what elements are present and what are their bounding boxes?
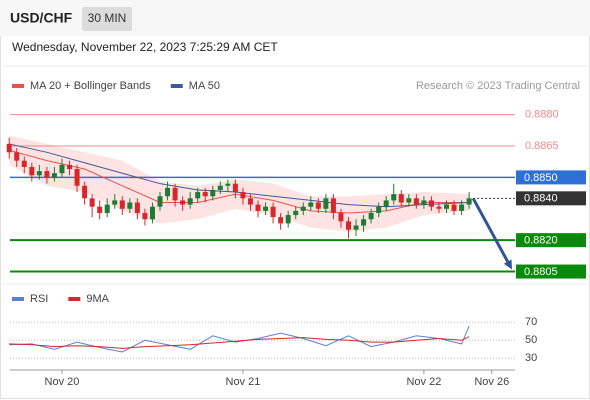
candle-body [232, 183, 238, 193]
candle-body [300, 206, 306, 211]
candle-body [112, 200, 118, 205]
candle-body [44, 171, 50, 178]
candle-body [459, 204, 465, 211]
level-label: 0.8850 [524, 172, 558, 184]
candle-body [376, 206, 382, 213]
candle-body [180, 200, 186, 205]
candle-body [255, 204, 261, 211]
y-tick-label: 50 [525, 334, 537, 346]
timestamp: Wednesday, November 22, 2023 7:25:29 AM … [12, 40, 278, 54]
candle-body [6, 143, 12, 153]
y-tick-label: 70 [525, 316, 537, 328]
candle-body [278, 217, 284, 224]
projection-arrow-head [503, 259, 512, 270]
level-label: 0.8840 [524, 193, 558, 205]
candle-body [67, 164, 73, 170]
candle-body [36, 171, 42, 176]
level-tag [516, 264, 586, 279]
candle-body [361, 219, 367, 226]
candle-body [21, 160, 27, 167]
y-tick-label: 30 [525, 352, 537, 364]
candle-body [149, 206, 155, 220]
candle-body [82, 185, 88, 199]
candle-body [466, 198, 472, 205]
candle-body [142, 212, 148, 220]
interval-button[interactable] [82, 7, 132, 31]
candle-body [187, 198, 193, 205]
candle-body [247, 198, 253, 205]
candle-body [119, 200, 125, 209]
candle-body [406, 198, 412, 203]
candle-body [195, 192, 201, 199]
candle-body [413, 198, 419, 205]
candle-body [59, 164, 65, 174]
candle-body [263, 206, 269, 211]
candle-body [391, 194, 397, 201]
x-tick-label: Nov 26 [474, 376, 509, 388]
legend-swatch [12, 84, 24, 88]
level-label: 0.8805 [524, 266, 558, 278]
level-label: 0.8820 [524, 235, 558, 247]
candle-body [398, 194, 404, 203]
x-tick-label: Nov 21 [226, 376, 261, 388]
candle-body [315, 202, 321, 209]
candle-body [202, 192, 208, 197]
candle-body [210, 189, 216, 197]
legend-label: MA 50 [189, 80, 220, 92]
candle-body [353, 225, 359, 230]
candle-body [323, 198, 329, 209]
level-tag [516, 170, 586, 185]
candle-body [383, 200, 389, 207]
candle-body [89, 198, 95, 207]
legend-swatch [68, 297, 81, 301]
legend-swatch [12, 297, 24, 301]
candle-body [217, 185, 223, 190]
candle-body [346, 221, 351, 230]
credit: Research © 2023 Trading Central [416, 80, 580, 92]
legend-label: RSI [30, 293, 48, 305]
interval[interactable]: 30 MIN [88, 11, 127, 25]
candle-body [444, 204, 450, 209]
candle-body [157, 196, 163, 207]
x-tick-label: Nov 20 [45, 376, 80, 388]
legend-label: 9MA [86, 293, 109, 305]
legend-swatch [170, 84, 183, 88]
candle-body [428, 200, 434, 207]
candle-body [225, 183, 231, 186]
level-tag [516, 191, 586, 206]
candle-body [104, 204, 110, 213]
projection-arrow [471, 197, 511, 265]
candle-body [14, 152, 20, 161]
candle-body [172, 187, 178, 201]
candle-body [29, 166, 35, 176]
level-tag [516, 233, 586, 248]
candle-body [51, 173, 57, 178]
candle-body [338, 212, 344, 222]
candle-body [270, 206, 276, 218]
level-label: 0.8865 [525, 140, 559, 152]
candle-body [293, 210, 299, 216]
candle-body [97, 206, 103, 213]
candle-body [436, 206, 442, 209]
legend-label: MA 20 + Bollinger Bands [30, 80, 151, 92]
candle-body [240, 192, 246, 199]
candle-body [74, 169, 80, 186]
candle-body [451, 204, 457, 211]
rsi-line [9, 336, 470, 349]
candle-body [165, 187, 171, 197]
candle-body [330, 198, 336, 213]
x-tick-label: Nov 22 [406, 376, 441, 388]
level-label: 0.8880 [525, 109, 559, 121]
symbol: USD/CHF [10, 10, 73, 26]
candle-body [421, 200, 427, 205]
candle-body [308, 202, 314, 207]
candle-body [368, 212, 374, 220]
candle-body [134, 202, 140, 213]
candle-body [285, 215, 291, 224]
candle-body [127, 202, 133, 209]
